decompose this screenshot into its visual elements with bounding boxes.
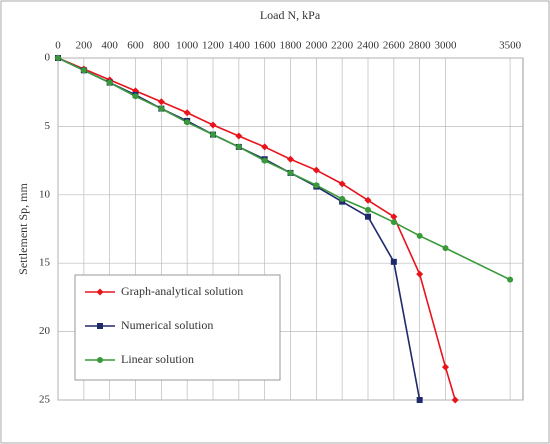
marker [390, 258, 397, 265]
legend-label: Linear solution [121, 352, 194, 366]
marker [158, 105, 165, 112]
marker [96, 288, 104, 296]
marker [442, 245, 449, 252]
x-tick-label: 1800 [280, 40, 303, 52]
marker [390, 213, 398, 221]
marker [416, 232, 423, 239]
marker [442, 363, 449, 371]
x-tick-label: 1600 [254, 40, 277, 52]
y-tick-label: 0 [45, 52, 51, 64]
x-tick-label: 2000 [305, 40, 328, 52]
x-tick-label: 2600 [383, 40, 406, 52]
marker [97, 323, 103, 329]
marker [261, 143, 269, 151]
x-tick-label: 400 [101, 40, 118, 52]
x-tick-label: 2400 [357, 40, 380, 52]
y-tick-label: 15 [39, 257, 51, 269]
marker [390, 219, 397, 226]
marker [416, 397, 423, 403]
marker [55, 55, 61, 61]
marker [97, 357, 103, 363]
x-axis-label: Load N, kPa [260, 8, 321, 22]
x-tick-label: 2200 [331, 40, 354, 52]
marker [132, 93, 139, 100]
marker [106, 79, 113, 86]
x-tick-label: 0 [55, 40, 61, 52]
y-tick-label: 20 [39, 325, 51, 337]
marker [507, 276, 514, 283]
marker [365, 213, 371, 220]
marker [365, 206, 371, 213]
marker [338, 180, 346, 188]
marker [235, 143, 242, 150]
x-tick-label: 3500 [499, 40, 522, 52]
marker [312, 166, 320, 174]
marker [313, 182, 320, 189]
y-tick-label: 10 [39, 188, 51, 200]
x-tick-label: 1000 [176, 40, 199, 52]
marker [80, 67, 87, 74]
x-tick-label: 1200 [202, 40, 225, 52]
marker [157, 98, 165, 106]
marker [287, 155, 294, 163]
x-tick-label: 800 [153, 40, 170, 52]
marker [209, 121, 217, 129]
legend-label: Numerical solution [121, 318, 213, 332]
marker [184, 119, 191, 126]
x-tick-label: 600 [127, 40, 144, 52]
marker [261, 157, 268, 164]
marker [451, 396, 459, 404]
marker [339, 195, 346, 202]
x-tick-label: 3000 [435, 40, 458, 52]
x-tick-label: 2800 [409, 40, 432, 52]
x-tick-label: 200 [76, 40, 93, 52]
marker [287, 169, 294, 176]
y-tick-label: 25 [39, 394, 51, 406]
marker [235, 132, 243, 140]
y-tick-label: 5 [45, 120, 51, 132]
y-axis-label: Settlement Sp, mm [16, 183, 30, 275]
x-tick-label: 1400 [228, 40, 251, 52]
marker [210, 131, 216, 138]
marker [416, 270, 424, 278]
legend-label: Graph-analytical solution [121, 284, 243, 298]
marker [183, 109, 191, 117]
marker [364, 196, 372, 204]
